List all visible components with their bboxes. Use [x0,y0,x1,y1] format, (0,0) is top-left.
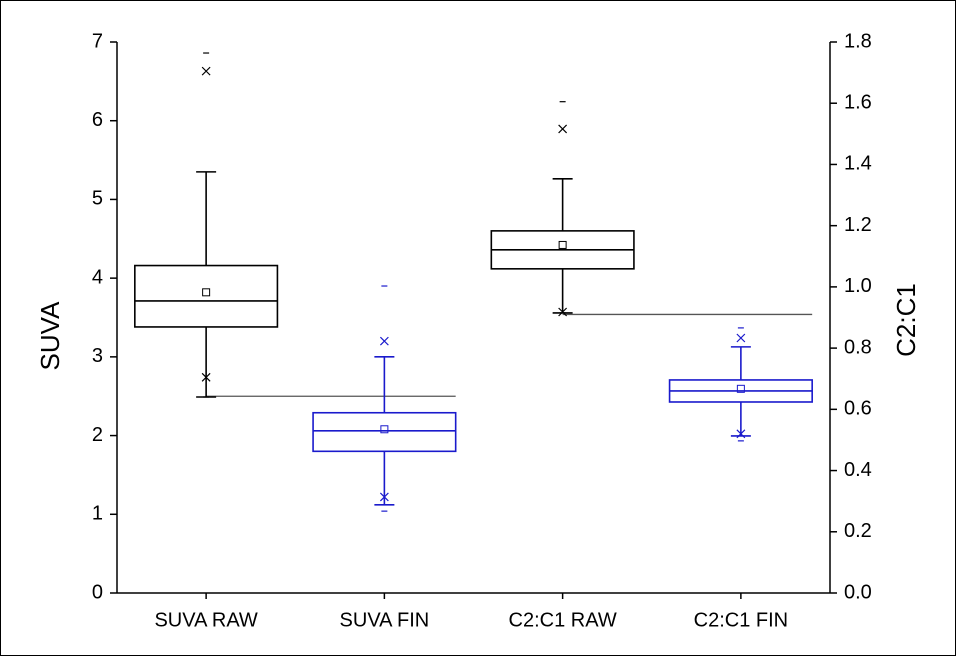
y2-tick-label: 1.4 [844,153,872,175]
y-tick-label: 1 [92,503,103,525]
percentile-marker [736,333,746,343]
y2-tick-label: 1.2 [844,214,872,236]
y-tick-label: 7 [92,30,103,52]
y2-tick-label: 1.8 [844,30,872,52]
y-tick-label: 2 [92,424,103,446]
y2-tick-label: 0.2 [844,520,872,542]
y-axis-title: SUVA [35,301,65,371]
mean-marker [558,240,567,249]
y2-tick-label: 0.0 [844,581,872,603]
y-tick-label: 4 [92,266,103,288]
box [312,411,457,453]
y2-tick-label: 0.4 [844,459,872,481]
percentile-marker [736,429,746,439]
percentile-marker [379,492,389,502]
y-tick-label: 5 [92,188,103,210]
percentile-marker [201,66,211,76]
y2-tick-label: 0.8 [844,336,872,358]
mean-marker [380,425,389,434]
mean-marker [202,288,211,297]
y2-tick-label: 1.6 [844,92,872,114]
y2-tick-label: 0.6 [844,398,872,420]
percentile-marker [558,124,568,134]
y2-tick-label: 1.0 [844,275,872,297]
x-tick-label: C2:C1 FIN [694,609,788,631]
x-tick-label: SUVA FIN [340,609,430,631]
x-tick-label: C2:C1 RAW [509,609,617,631]
percentile-marker [379,336,389,346]
percentile-marker [558,307,568,317]
mean-marker [736,384,745,393]
y-tick-label: 3 [92,345,103,367]
x-tick-label: SUVA RAW [154,609,257,631]
y-tick-label: 6 [92,109,103,131]
y-tick-label: 0 [92,581,103,603]
y2-axis-title: C2:C1 [891,283,921,357]
percentile-marker [201,372,211,382]
